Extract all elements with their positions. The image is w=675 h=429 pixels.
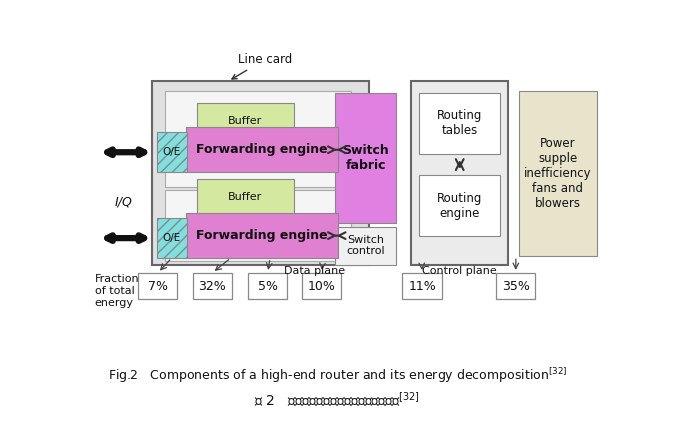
Bar (411, 81, 508, 265)
Bar (402, 273, 441, 299)
Text: Buffer: Buffer (228, 192, 263, 202)
Bar (335, 93, 396, 223)
Bar (186, 213, 338, 258)
Bar (496, 273, 535, 299)
Bar (157, 133, 187, 172)
Text: Data plane: Data plane (284, 266, 345, 276)
Bar (138, 273, 178, 299)
Bar (197, 103, 294, 139)
Bar (153, 81, 369, 265)
Text: O/E: O/E (163, 233, 181, 243)
Bar (419, 93, 500, 154)
Text: 10%: 10% (308, 280, 335, 293)
Text: Forwarding engine: Forwarding engine (196, 229, 328, 242)
Text: Buffer: Buffer (228, 116, 263, 126)
Bar (518, 91, 597, 256)
Text: 7%: 7% (148, 280, 168, 293)
Text: O/E: O/E (163, 147, 181, 157)
Text: Fig.2   Components of a high-end router and its energy decomposition$^{[32]}$: Fig.2 Components of a high-end router an… (108, 366, 567, 385)
Text: 图 2   高端路由器的部件构成及其能耗分解$^{[32]}$: 图 2 高端路由器的部件构成及其能耗分解$^{[32]}$ (254, 390, 421, 408)
Text: 5%: 5% (258, 280, 277, 293)
Text: 35%: 35% (502, 280, 530, 293)
Text: Routing
engine: Routing engine (437, 192, 483, 220)
Text: Switch
fabric: Switch fabric (342, 144, 389, 172)
Bar (248, 273, 288, 299)
Text: Fraction
of total
energy: Fraction of total energy (95, 275, 140, 308)
Bar (165, 190, 351, 261)
Bar (419, 175, 500, 236)
Text: Control plane: Control plane (422, 266, 497, 276)
Text: I/Q: I/Q (115, 195, 132, 208)
Text: 11%: 11% (408, 280, 436, 293)
Text: Forwarding engine: Forwarding engine (196, 143, 328, 156)
Bar (302, 273, 342, 299)
Text: Line card: Line card (232, 53, 292, 79)
Bar (197, 178, 294, 215)
Bar (186, 127, 338, 172)
Text: Routing
tables: Routing tables (437, 109, 483, 137)
Bar (335, 227, 396, 265)
Text: 32%: 32% (198, 280, 226, 293)
Text: Switch
control: Switch control (346, 235, 385, 257)
Bar (192, 273, 232, 299)
Bar (157, 218, 187, 258)
Bar (165, 91, 351, 187)
Text: Power
supple
inefficiency
fans and
blowers: Power supple inefficiency fans and blowe… (524, 137, 591, 210)
